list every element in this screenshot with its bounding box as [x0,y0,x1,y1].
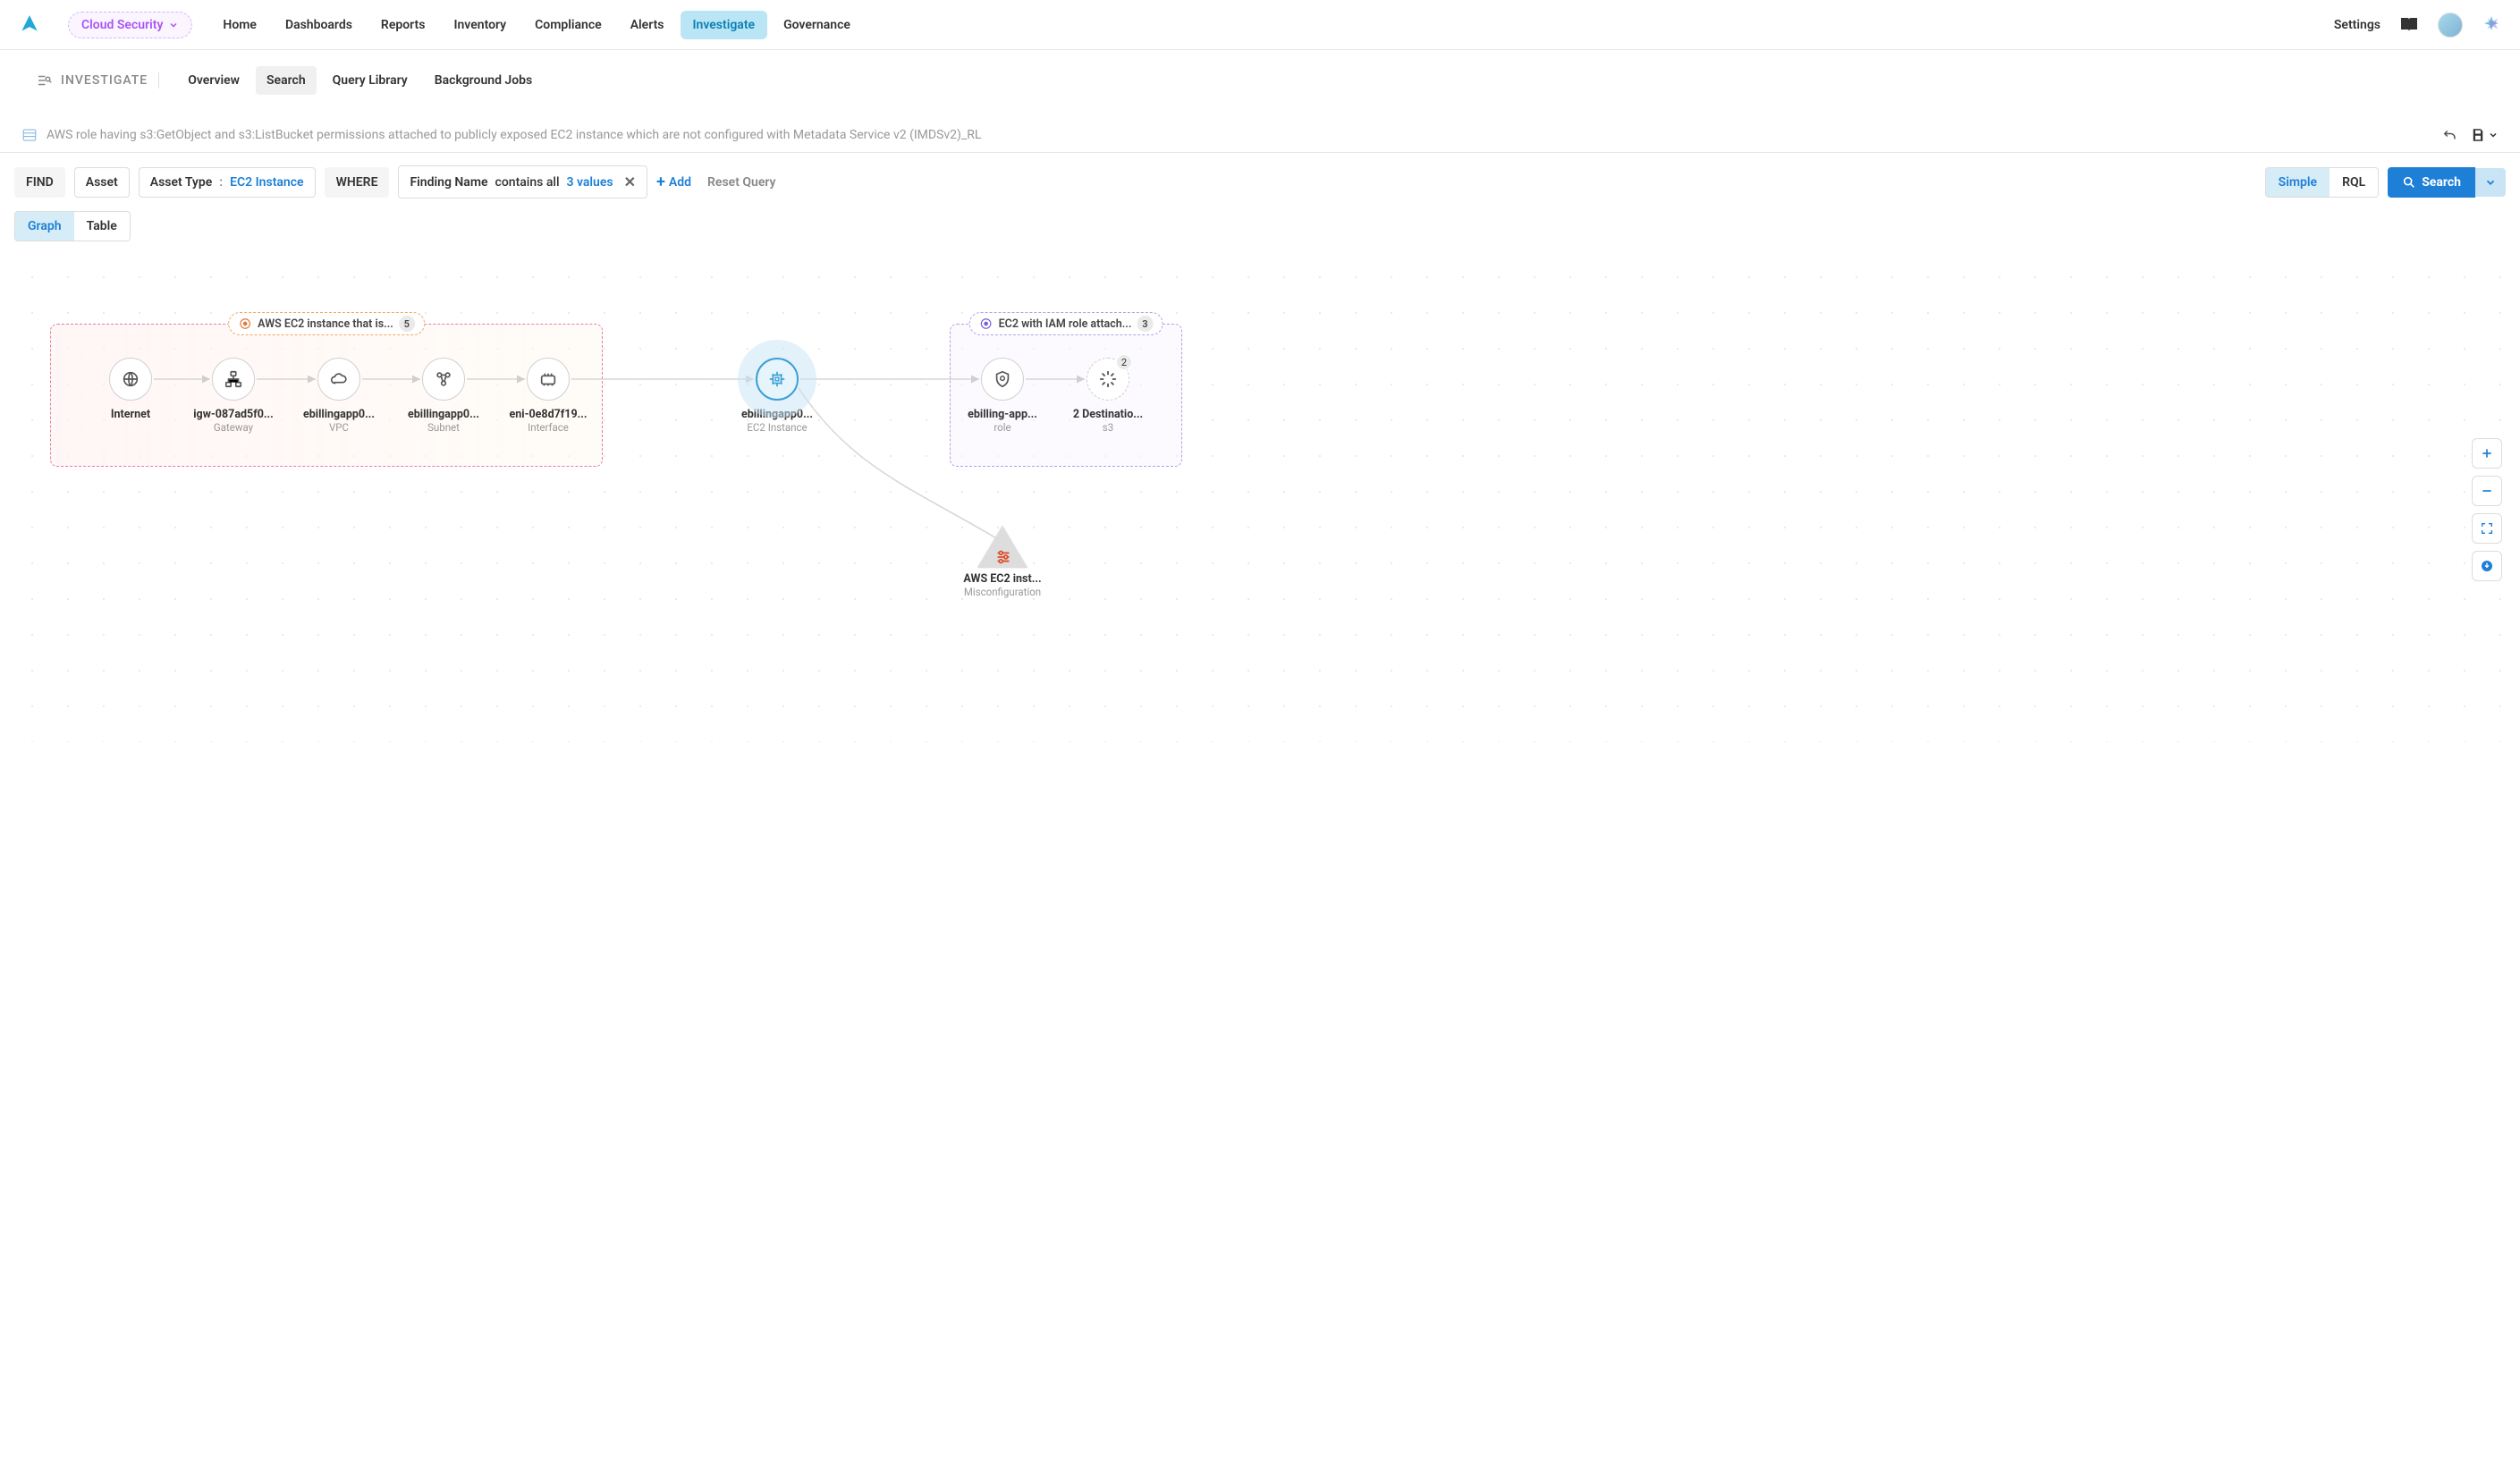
expand-icon [2480,521,2494,536]
subnav-tab-background-jobs[interactable]: Background Jobs [424,66,543,95]
subnav-tab-search[interactable]: Search [256,66,317,95]
cloud-security-label: Cloud Security [81,18,163,32]
investigate-icon [36,72,52,89]
minus-icon [2480,484,2494,498]
view-row: Graph Table [0,211,2520,250]
download-icon [2480,559,2494,573]
query-description: AWS role having s3:GetObject and s3:List… [21,127,2441,143]
graph-node[interactable]: ebillingapp0...EC2 Instance [737,358,817,434]
view-toggle: Graph Table [14,211,131,241]
graph-node[interactable]: 22 Destinatio...s3 [1068,358,1148,434]
subnav-tab-query-library[interactable]: Query Library [322,66,419,95]
fullscreen-button[interactable] [2472,513,2502,544]
filter-row: FIND Asset Asset Type : EC2 Instance WHE… [0,153,2520,211]
query-actions [2441,127,2499,143]
find-label: FIND [26,175,54,190]
zoom-controls [2472,438,2502,581]
graph-node[interactable]: igw-087ad5f0...Gateway [193,358,274,434]
graph-node[interactable]: ebillingapp0...VPC [299,358,379,434]
reset-query-button[interactable]: Reset Query [707,175,775,190]
graph-group-tag[interactable]: AWS EC2 instance that is...5 [228,312,425,335]
docs-icon[interactable] [2398,14,2420,36]
undo-icon[interactable] [2441,127,2457,143]
plus-icon: + [656,176,665,189]
nav-item-governance[interactable]: Governance [771,11,863,39]
chevron-down-icon [2484,176,2497,189]
graph-node[interactable]: eni-0e8d7f19...Interface [508,358,588,434]
graph-node[interactable]: ebillingapp0...Subnet [403,358,484,434]
nav-right: Settings [2334,13,2502,38]
brand-logo-icon [18,13,41,37]
remove-filter-icon[interactable]: ✕ [624,173,636,190]
chevron-down-icon [2488,130,2499,140]
subnav-tabs: OverviewSearchQuery LibraryBackground Jo… [177,66,543,95]
chevron-down-icon [168,20,179,30]
query-description-text: AWS role having s3:GetObject and s3:List… [47,128,981,142]
sparkle-icon[interactable] [2481,14,2502,36]
add-filter-button[interactable]: + Add [656,175,691,190]
settings-link[interactable]: Settings [2334,18,2380,32]
nav-item-reports[interactable]: Reports [368,11,438,39]
where-label: WHERE [336,175,378,190]
search-dropdown-button[interactable] [2475,168,2506,197]
mode-rql-button[interactable]: RQL [2330,168,2378,197]
nav-item-dashboards[interactable]: Dashboards [273,11,365,39]
view-table-button[interactable]: Table [74,212,130,241]
where-pill: WHERE [325,167,390,198]
cloud-security-dropdown[interactable]: Cloud Security [68,12,192,38]
nav-item-inventory[interactable]: Inventory [441,11,519,39]
asset-pill[interactable]: Asset [74,167,130,198]
graph-canvas[interactable]: AWS EC2 instance that is...5 EC2 with IAM… [14,259,2506,742]
nav-item-investigate[interactable]: Investigate [681,11,768,39]
asset-type-label: Asset Type [150,175,213,190]
asset-label: Asset [86,175,118,190]
nav-item-alerts[interactable]: Alerts [618,11,677,39]
graph-group-tag[interactable]: EC2 with IAM role attach...3 [969,312,1163,335]
filter-right: Simple RQL Search [2265,167,2506,198]
contains-label: contains all [495,175,560,190]
save-dropdown[interactable] [2470,127,2499,143]
graph-node[interactable]: ebilling-app...role [962,358,1043,434]
finding-pill[interactable]: Finding Name contains all 3 values ✕ [398,165,647,199]
mode-simple-button[interactable]: Simple [2266,168,2330,197]
subnav-label-text: INVESTIGATE [61,73,148,88]
values-label: 3 values [567,175,613,190]
asset-type-pill[interactable]: Asset Type : EC2 Instance [139,167,316,198]
view-graph-button[interactable]: Graph [15,212,74,241]
query-mode-toggle: Simple RQL [2265,167,2380,198]
query-list-icon [21,127,38,143]
download-button[interactable] [2472,551,2502,581]
subnav-tab-overview[interactable]: Overview [177,66,250,95]
save-icon [2470,127,2486,143]
finding-name-label: Finding Name [410,175,487,190]
query-description-row: AWS role having s3:GetObject and s3:List… [0,102,2520,153]
zoom-in-button[interactable] [2472,438,2502,469]
zoom-out-button[interactable] [2472,476,2502,506]
graph-node[interactable]: Internet [90,358,171,421]
plus-icon [2480,446,2494,460]
nav-item-compliance[interactable]: Compliance [522,11,614,39]
top-nav: Cloud Security HomeDashboardsReportsInve… [0,0,2520,50]
subnav-section-label: INVESTIGATE [36,72,159,89]
graph-node[interactable]: AWS EC2 inst...Misconfiguration [962,528,1043,598]
find-pill: FIND [14,167,65,198]
nav-items: HomeDashboardsReportsInventoryCompliance… [210,11,863,39]
search-label: Search [2422,175,2461,190]
add-label: Add [669,175,691,190]
search-button[interactable]: Search [2388,167,2475,198]
sub-nav: INVESTIGATE OverviewSearchQuery LibraryB… [0,50,2520,95]
asset-type-value: EC2 Instance [230,175,303,190]
search-icon [2402,175,2416,190]
nav-item-home[interactable]: Home [210,11,269,39]
avatar[interactable] [2438,13,2463,38]
